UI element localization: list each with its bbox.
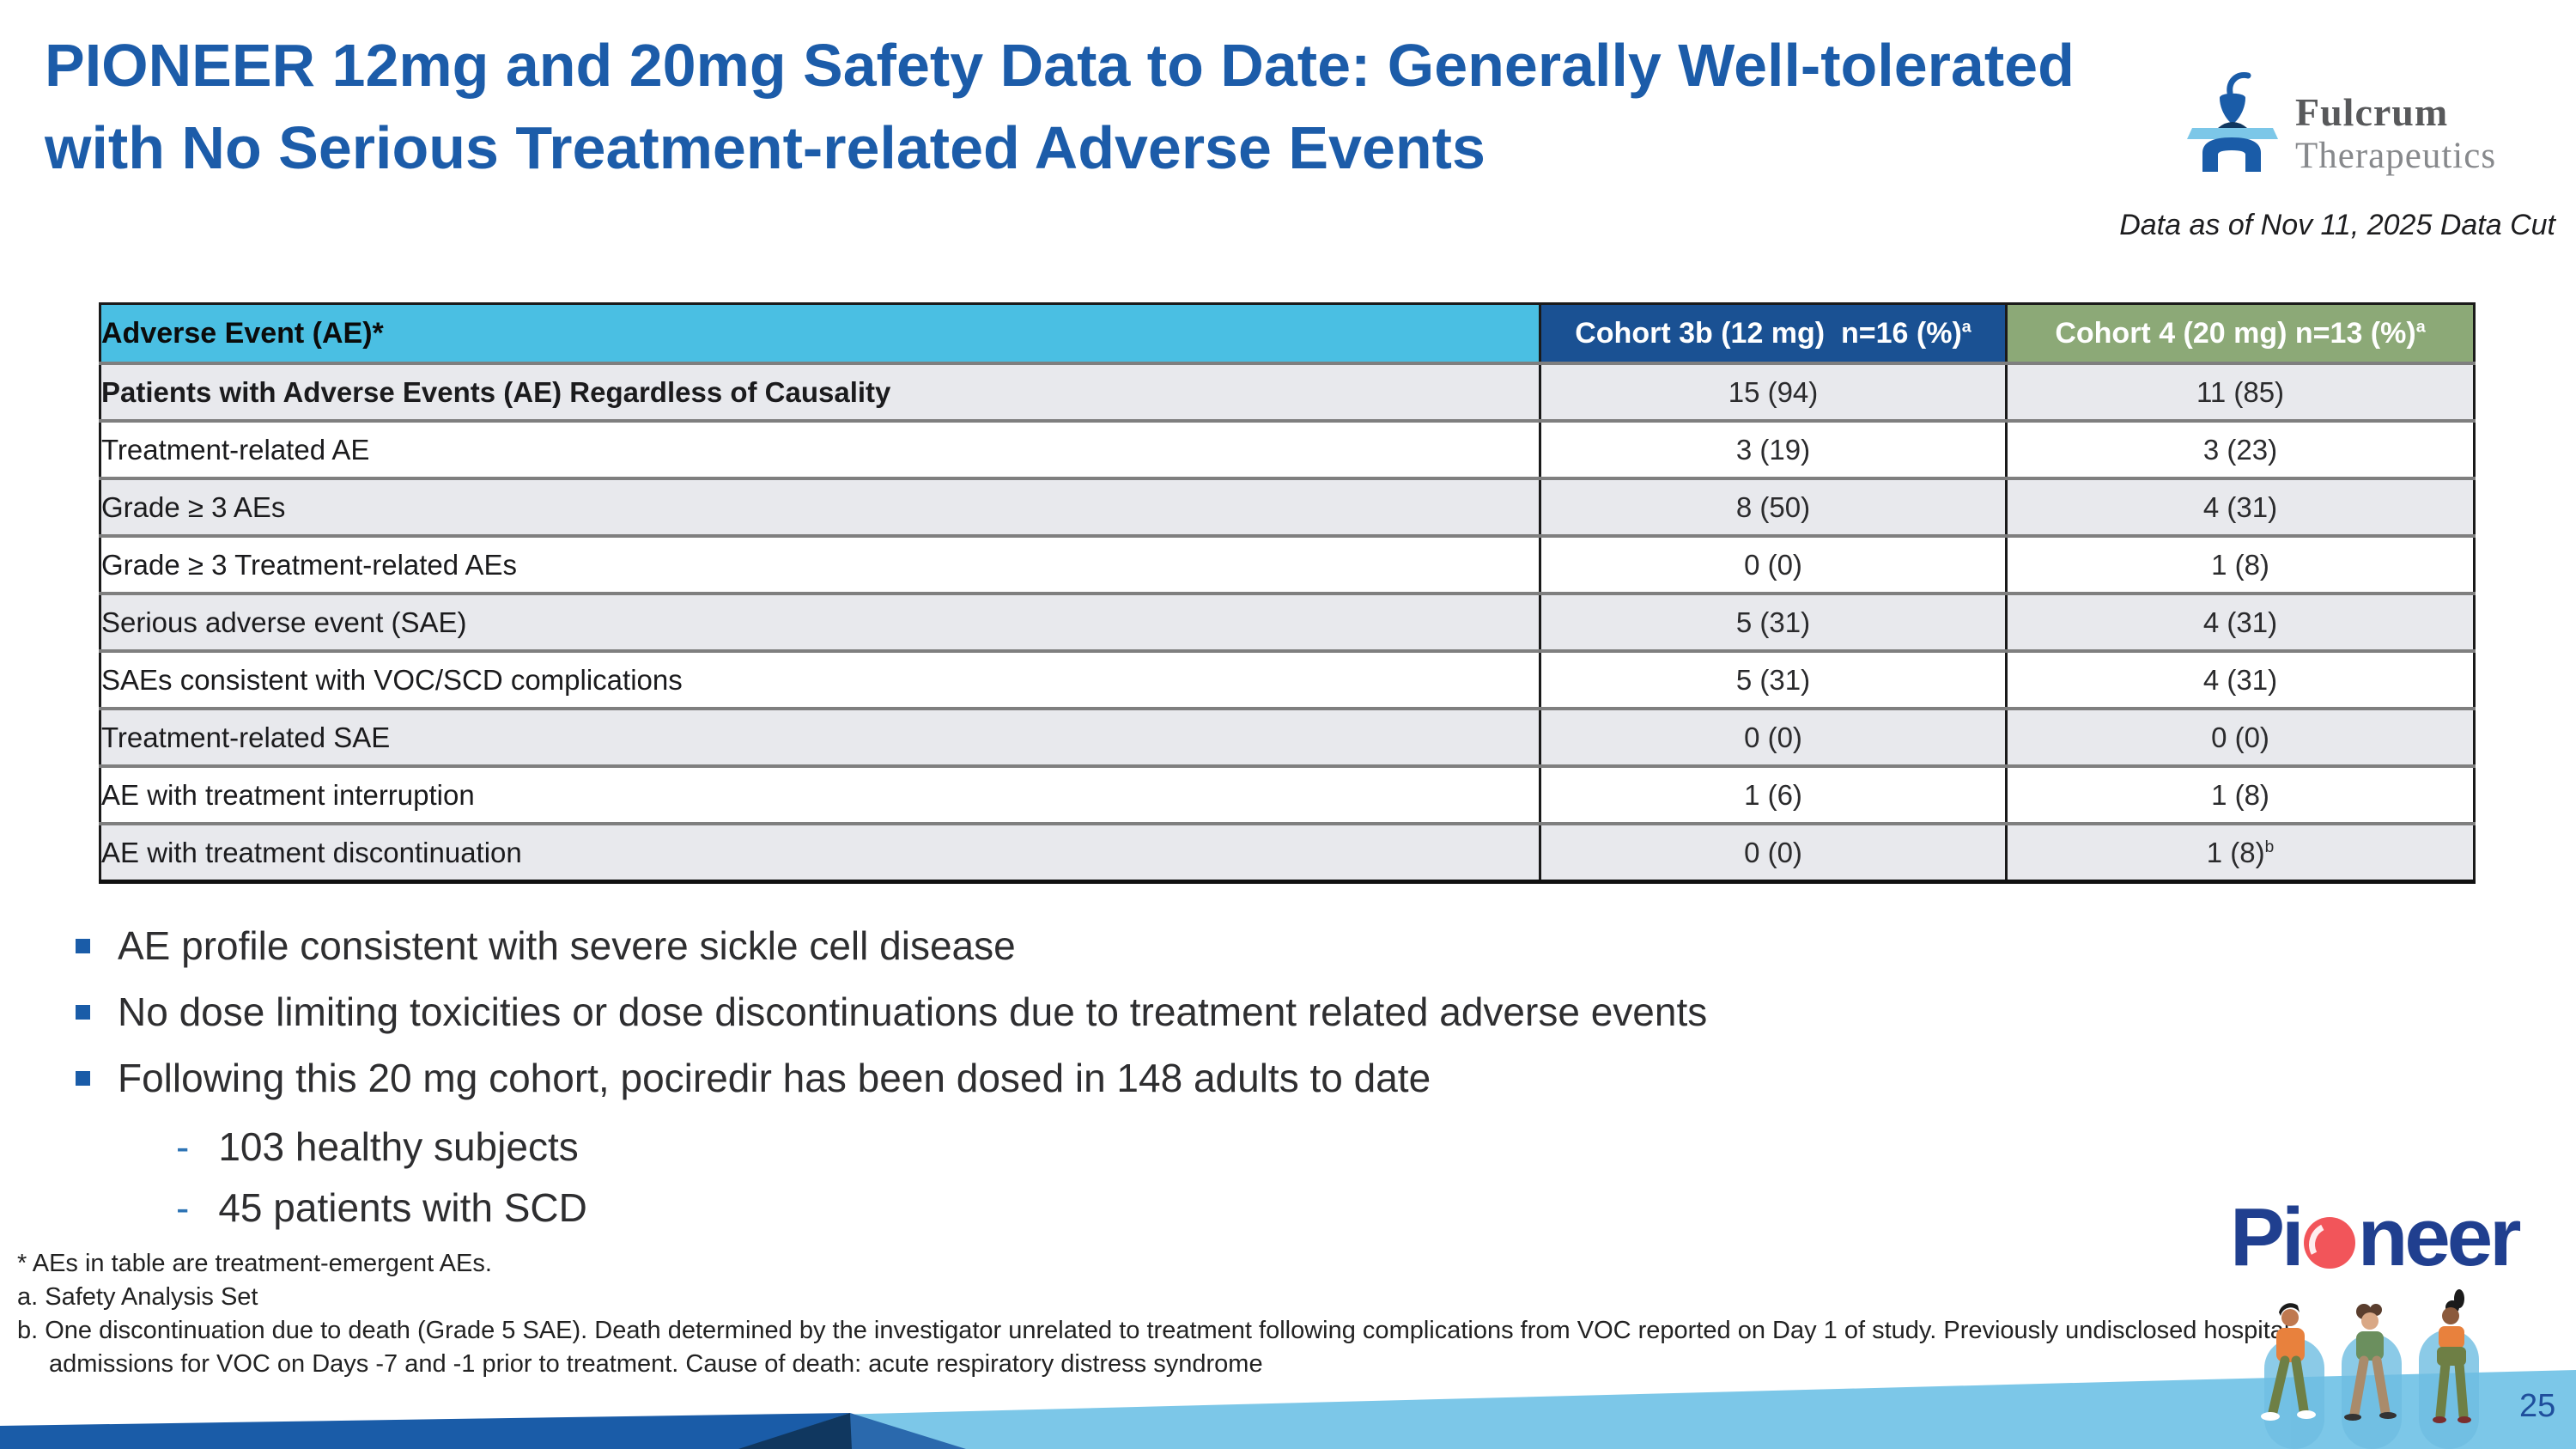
fulcrum-balance-icon [2187,71,2278,172]
cohort-3b-value: 15 (94) [1539,362,2007,421]
square-bullet-icon [76,939,90,953]
footnote-asterisk: * AEs in table are treatment-emergent AE… [17,1250,492,1277]
cohort-3b-value: 0 (0) [1539,707,2007,766]
row-label: Serious adverse event (SAE) [100,592,1540,651]
fulcrum-name: Fulcrum [2295,90,2449,134]
page-title: PIONEER 12mg and 20mg Safety Data to Dat… [45,24,2075,189]
cohort-4-value: 0 (0) [2005,707,2475,766]
square-bullet-icon [76,1005,90,1020]
row-label: Grade ≥ 3 AEs [100,477,1540,536]
table-row: Patients with Adverse Events (AE) Regard… [100,362,2475,421]
page-number: 25 [2519,1388,2556,1424]
cohort-4-value: 11 (85) [2005,362,2475,421]
cohort-4-value-footnote-mark: b [2264,837,2275,856]
table-row: Serious adverse event (SAE) 5 (31) 4 (31… [100,592,2475,651]
cohort-4-value: 4 (31) [2005,649,2475,709]
list-item: -103 healthy subjects [176,1127,587,1166]
list-item: No dose limiting toxicities or dose disc… [76,992,1707,1032]
pioneer-logo-red-circle-icon [2303,1217,2355,1269]
pioneer-logo-text-pre: Pi [2230,1191,2305,1283]
row-label: Grade ≥ 3 Treatment-related AEs [100,534,1540,594]
row-label: AE with treatment interruption [100,764,1540,824]
col-header-cohort-3b-label: Cohort 3b (12 mg) n=16 (%) [1575,316,1962,350]
cohort-3b-value: 0 (0) [1539,534,2007,594]
row-label: SAEs consistent with VOC/SCD complicatio… [100,649,1540,709]
cohort-3b-value: 5 (31) [1539,592,2007,651]
cohort-4-value: 4 (31) [2005,477,2475,536]
cohort-4-value: 1 (8)b [2005,822,2475,882]
pioneer-logo-text-post: neer [2357,1191,2522,1283]
footnote-a: a. Safety Analysis Set [17,1283,258,1311]
person-1 [2261,1303,2316,1421]
data-cut-note: Data as of Nov 11, 2025 Data Cut [2119,209,2555,241]
bullet-text: Following this 20 mg cohort, pociredir h… [118,1056,1431,1100]
cohort-4-value: 1 (8) [2005,764,2475,824]
cohort-4-value: 3 (23) [2005,419,2475,478]
cohort-4-value-text: 1 (8) [2206,836,2265,868]
fulcrum-therapeutics: Therapeutics [2295,136,2497,176]
col-header-cohort-3b-footnote-mark: a [1961,317,1971,337]
cohort-3b-value: 8 (50) [1539,477,2007,536]
walking-people-illustration [2261,1289,2479,1449]
col-header-cohort-3b: Cohort 3b (12 mg) n=16 (%)a [1539,303,2007,363]
bullet-text: No dose limiting toxicities or dose disc… [118,989,1708,1034]
page-title-line1: PIONEER 12mg and 20mg Safety Data to Dat… [45,32,2075,99]
fulcrum-wordmark: Fulcrum Therapeutics [2295,91,2496,179]
cohort-4-value: 1 (8) [2005,534,2475,594]
table-row: AE with treatment interruption 1 (6) 1 (… [100,764,2475,824]
col-header-cohort-4-label: Cohort 4 (20 mg) n=13 (%) [2055,316,2416,350]
table-header-row: Adverse Event (AE)* Cohort 3b (12 mg) n=… [100,303,2475,363]
circle-highlight [2303,1217,2355,1269]
row-label: Patients with Adverse Events (AE) Regard… [100,362,1540,421]
person-3 [2433,1289,2471,1423]
table-row: Treatment-related AE 3 (19) 3 (23) [100,419,2475,478]
list-item: Following this 20 mg cohort, pociredir h… [76,1058,1707,1098]
bullet-text: AE profile consistent with severe sickle… [118,923,1016,968]
footnote-b: b. One discontinuation due to death (Gra… [17,1317,2290,1378]
cohort-3b-value: 1 (6) [1539,764,2007,824]
footnotes: * AEs in table are treatment-emergent AE… [17,1247,2301,1381]
row-label: Treatment-related AE [100,419,1540,478]
key-points-list: AE profile consistent with severe sickle… [76,926,1707,1124]
row-label: AE with treatment discontinuation [100,822,1540,882]
adverse-events-table: Adverse Event (AE)* Cohort 3b (12 mg) n=… [99,302,2476,884]
cohort-3b-value: 3 (19) [1539,419,2007,478]
dash-bullet-icon: - [176,1185,190,1230]
square-bullet-icon [76,1071,90,1086]
sub-bullet-text: 45 patients with SCD [218,1185,587,1230]
table-row: Grade ≥ 3 Treatment-related AEs 0 (0) 1 … [100,534,2475,594]
table-row: SAEs consistent with VOC/SCD complicatio… [100,649,2475,709]
list-item: -45 patients with SCD [176,1188,587,1227]
sub-bullet-text: 103 healthy subjects [218,1124,579,1169]
col-header-adverse-event: Adverse Event (AE)* [100,303,1540,363]
col-header-cohort-4: Cohort 4 (20 mg) n=13 (%)a [2005,303,2475,363]
dash-bullet-icon: - [176,1124,190,1169]
person-2 [2344,1304,2397,1421]
col-header-cohort-4-footnote-mark: a [2415,317,2426,337]
table-row: AE with treatment discontinuation 0 (0) … [100,822,2475,882]
col-header-adverse-event-label: Adverse Event (AE)* [101,316,384,350]
pioneer-logo: Pi neer [2230,1190,2522,1285]
table-row: Grade ≥ 3 AEs 8 (50) 4 (31) [100,477,2475,536]
cohort-4-value: 4 (31) [2005,592,2475,651]
cohort-3b-value: 5 (31) [1539,649,2007,709]
row-label: Treatment-related SAE [100,707,1540,766]
list-item: AE profile consistent with severe sickle… [76,926,1707,965]
footer-banner-graphic [0,1370,2576,1449]
cohort-3b-value: 0 (0) [1539,822,2007,882]
sub-points-list: -103 healthy subjects -45 patients with … [176,1127,587,1249]
table-row: Treatment-related SAE 0 (0) 0 (0) [100,707,2475,766]
page-title-line2: with No Serious Treatment-related Advers… [45,114,1485,181]
